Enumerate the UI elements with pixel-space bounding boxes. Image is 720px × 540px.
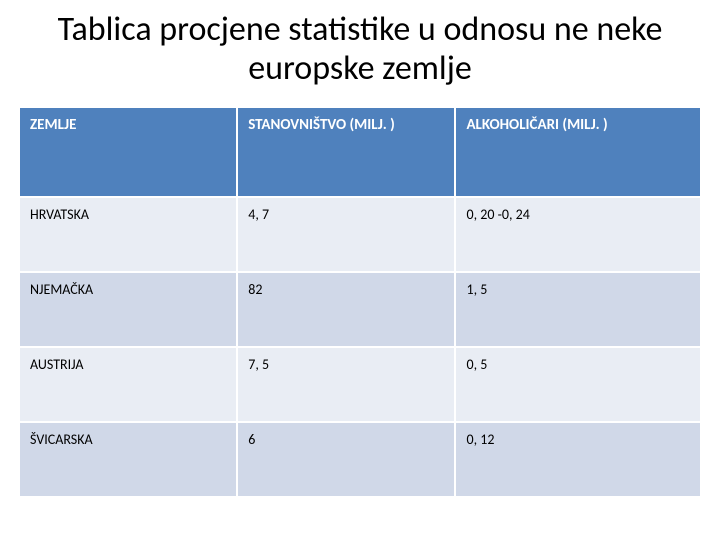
- cell-population: 7, 5: [237, 347, 455, 422]
- table-row: NJEMAČKA 82 1, 5: [19, 272, 701, 347]
- stats-table: ZEMLJE STANOVNIŠTVO (MILJ. ) ALKOHOLIČAR…: [18, 106, 702, 498]
- cell-country: NJEMAČKA: [19, 272, 237, 347]
- table-row: AUSTRIJA 7, 5 0, 5: [19, 347, 701, 422]
- cell-population: 6: [237, 422, 455, 497]
- cell-alcoholics: 0, 5: [455, 347, 701, 422]
- cell-country: HRVATSKA: [19, 197, 237, 272]
- page-title: Tablica procjene statistike u odnosu ne …: [18, 10, 702, 88]
- col-header-alcoholics: ALKOHOLIČARI (MILJ. ): [455, 107, 701, 197]
- cell-alcoholics: 1, 5: [455, 272, 701, 347]
- cell-alcoholics: 0, 20 -0, 24: [455, 197, 701, 272]
- cell-population: 4, 7: [237, 197, 455, 272]
- cell-country: AUSTRIJA: [19, 347, 237, 422]
- table-row: ŠVICARSKA 6 0, 12: [19, 422, 701, 497]
- table-row: HRVATSKA 4, 7 0, 20 -0, 24: [19, 197, 701, 272]
- table-header-row: ZEMLJE STANOVNIŠTVO (MILJ. ) ALKOHOLIČAR…: [19, 107, 701, 197]
- cell-alcoholics: 0, 12: [455, 422, 701, 497]
- col-header-country: ZEMLJE: [19, 107, 237, 197]
- col-header-population: STANOVNIŠTVO (MILJ. ): [237, 107, 455, 197]
- cell-country: ŠVICARSKA: [19, 422, 237, 497]
- cell-population: 82: [237, 272, 455, 347]
